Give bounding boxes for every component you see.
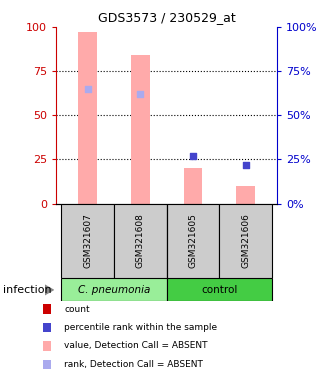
Bar xyxy=(114,204,167,278)
Bar xyxy=(61,278,167,301)
Bar xyxy=(236,186,255,204)
Bar xyxy=(79,32,97,204)
Bar xyxy=(131,55,149,204)
Bar xyxy=(167,204,219,278)
Text: count: count xyxy=(64,305,90,314)
Point xyxy=(138,91,143,97)
Point xyxy=(190,153,196,159)
Text: percentile rank within the sample: percentile rank within the sample xyxy=(64,323,217,332)
Title: GDS3573 / 230529_at: GDS3573 / 230529_at xyxy=(98,11,236,24)
Text: value, Detection Call = ABSENT: value, Detection Call = ABSENT xyxy=(64,341,208,351)
Text: GSM321608: GSM321608 xyxy=(136,214,145,268)
Text: GSM321607: GSM321607 xyxy=(83,214,92,268)
Bar xyxy=(219,204,272,278)
Text: infection: infection xyxy=(3,285,52,295)
Text: C. pneumonia: C. pneumonia xyxy=(78,285,150,295)
Text: control: control xyxy=(201,285,238,295)
Text: GSM321605: GSM321605 xyxy=(188,214,197,268)
Point xyxy=(85,86,90,92)
Text: GSM321606: GSM321606 xyxy=(241,214,250,268)
Bar xyxy=(184,168,202,204)
Polygon shape xyxy=(45,284,54,296)
Text: rank, Detection Call = ABSENT: rank, Detection Call = ABSENT xyxy=(64,360,203,369)
Bar xyxy=(61,204,114,278)
Point xyxy=(243,162,248,168)
Bar xyxy=(167,278,272,301)
